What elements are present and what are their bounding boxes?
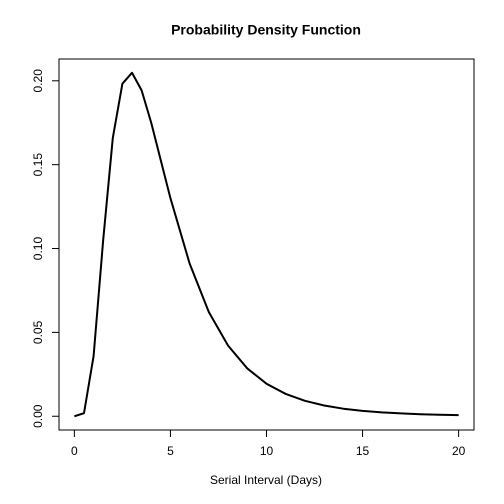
x-axis-label: Serial Interval (Days)	[210, 473, 322, 487]
density-line	[74, 71, 459, 418]
y-tick-label: 0.15	[31, 153, 45, 177]
x-tick-label: 5	[167, 444, 174, 458]
x-tick-label: 10	[260, 444, 274, 458]
x-tick-label: 20	[452, 444, 466, 458]
plot-frame	[58, 58, 475, 431]
y-tick-label: 0.20	[31, 69, 45, 93]
chart-title: Probability Density Function	[171, 22, 361, 38]
x-tick-label: 15	[356, 444, 370, 458]
y-tick-label: 0.00	[31, 404, 45, 428]
y-tick-label: 0.10	[31, 237, 45, 261]
x-tick-label: 0	[71, 444, 78, 458]
y-tick-label: 0.05	[31, 320, 45, 344]
